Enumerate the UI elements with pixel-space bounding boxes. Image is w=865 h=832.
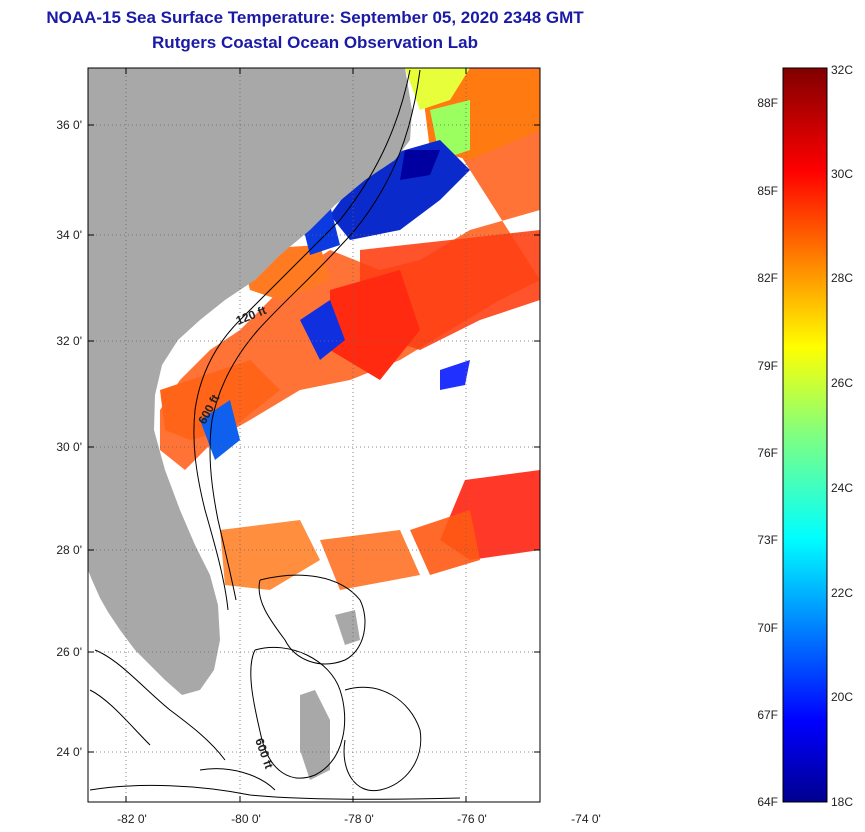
colorbar-c-label: 24C (831, 481, 853, 495)
map-title: NOAA-15 Sea Surface Temperature: Septemb… (46, 8, 584, 27)
lat-label: 30 0' (56, 440, 82, 454)
lon-label: -80 0' (231, 812, 261, 826)
colorbar: 88F 85F 82F 79F 76F 73F 70F 67F 64F 32C … (757, 63, 853, 809)
lat-label: 34 0' (56, 228, 82, 242)
map-panel: 120 ft 600 ft 600 ft (88, 68, 540, 802)
map-subtitle: Rutgers Coastal Ocean Observation Lab (152, 33, 478, 52)
colorbar-f-label: 85F (757, 184, 778, 198)
colorbar-c-label: 32C (831, 63, 853, 77)
lat-label: 36 0' (56, 118, 82, 132)
graticule (88, 68, 540, 802)
colorbar-f-label: 73F (757, 533, 778, 547)
land-mass (88, 68, 412, 695)
cold-patches (200, 140, 470, 460)
map-frame (87, 67, 541, 803)
lat-label: 28 0' (56, 543, 82, 557)
colorbar-fahrenheit-labels: 88F 85F 82F 79F 76F 73F 70F 67F 64F (757, 96, 778, 809)
bahamas-bank (300, 690, 330, 780)
colorbar-f-label: 67F (757, 708, 778, 722)
sst-swath (88, 68, 540, 590)
colorbar-f-label: 64F (757, 795, 778, 809)
colorbar-f-label: 76F (757, 446, 778, 460)
latitude-labels: 36 0' 34 0' 32 0' 30 0' 28 0' 26 0' 24 0… (56, 118, 82, 759)
colorbar-f-label: 82F (757, 271, 778, 285)
colorbar-c-label: 26C (831, 376, 853, 390)
colorbar-c-label: 18C (831, 795, 853, 809)
lon-label: -82 0' (117, 812, 147, 826)
colorbar-c-label: 28C (831, 271, 853, 285)
colorbar-c-label: 30C (831, 167, 853, 181)
colorbar-c-label: 22C (831, 586, 853, 600)
lon-label: -74 0' (571, 812, 601, 826)
lon-label: -78 0' (344, 812, 374, 826)
lat-label: 26 0' (56, 645, 82, 659)
colorbar-f-label: 70F (757, 621, 778, 635)
axis-ticks (88, 68, 540, 802)
bahamas-bank-north (335, 610, 360, 645)
lat-label: 24 0' (56, 745, 82, 759)
longitude-labels: -82 0' -80 0' -78 0' -76 0' -74 0' (117, 812, 601, 826)
lon-label: -76 0' (457, 812, 487, 826)
bathymetry-contours (89, 69, 461, 800)
colorbar-f-label: 88F (757, 96, 778, 110)
colorbar-gradient (782, 67, 828, 803)
colorbar-celsius-labels: 32C 30C 28C 26C 24C 22C 20C 18C (831, 63, 853, 809)
lat-label: 32 0' (56, 334, 82, 348)
colorbar-f-label: 79F (757, 359, 778, 373)
colorbar-c-label: 20C (831, 690, 853, 704)
